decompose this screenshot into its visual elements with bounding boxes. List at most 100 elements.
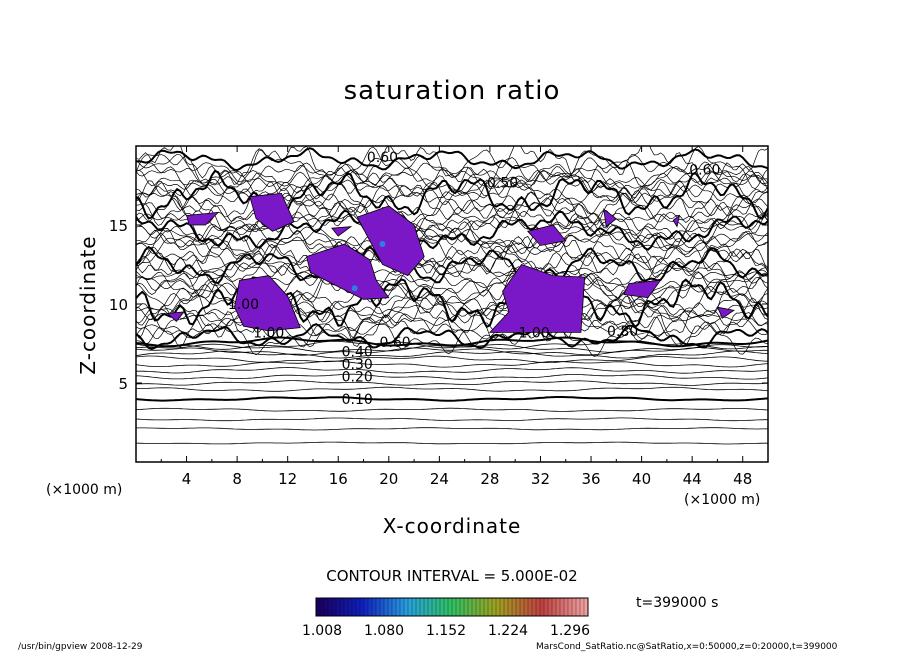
high-saturation-core <box>379 240 386 247</box>
contour-line <box>136 260 768 282</box>
contour-line <box>136 367 768 374</box>
contour-lines <box>136 146 768 445</box>
contour-line <box>136 323 768 350</box>
colorbar-segment <box>548 598 553 616</box>
colorbar-segment <box>420 598 425 616</box>
colorbar-segment <box>564 598 569 616</box>
supersaturation-region <box>166 311 185 322</box>
y-tick-label: 15 <box>109 217 128 235</box>
footer-source: MarsCond_SatRatio.nc@SatRatio,x=0:50000,… <box>536 642 838 652</box>
footer-program-date: /usr/bin/gpview 2008-12-29 <box>18 642 143 652</box>
supersaturation-region <box>623 279 662 299</box>
colorbar-segment <box>556 598 561 616</box>
colorbar-frame <box>315 597 589 617</box>
colorbar-segment <box>536 598 541 616</box>
chart-title: saturation ratio <box>343 76 561 106</box>
colorbar-segment <box>400 598 405 616</box>
contour-line <box>136 355 768 363</box>
contour-line <box>136 153 768 189</box>
colorbar-tick-label: 1.296 <box>550 623 590 639</box>
colorbar-segment <box>500 598 505 616</box>
supersaturation-region <box>234 275 301 332</box>
x-tick-label: 12 <box>278 470 297 488</box>
contour-line <box>136 312 768 357</box>
colorbar-segment <box>572 598 577 616</box>
contour-line <box>136 227 768 272</box>
colorbar-segment <box>484 598 489 616</box>
contour-line <box>136 386 768 392</box>
contour-interval-label: CONTOUR INTERVAL = 5.000E-02 <box>326 567 578 585</box>
supersaturation-region <box>603 208 617 228</box>
contour-label: 1.00 <box>253 325 284 341</box>
colorbar-segment <box>468 598 473 616</box>
contour-label: 0.20 <box>342 370 373 386</box>
colorbar-segment <box>456 598 461 616</box>
contour-line <box>136 179 768 220</box>
contour-label: 0.40 <box>342 344 373 360</box>
colorbar-segment <box>436 598 441 616</box>
contour-line <box>136 343 768 353</box>
x-tick-label: 44 <box>683 470 702 488</box>
contour-line <box>136 228 768 255</box>
contour-line <box>136 427 768 431</box>
time-label: t=399000 s <box>636 595 719 611</box>
colorbar-segment <box>396 598 401 616</box>
supersaturation-region <box>356 205 425 277</box>
y-tick-label: 5 <box>118 375 128 393</box>
x-tick-label: 24 <box>430 470 449 488</box>
colorbar-segment <box>532 598 537 616</box>
contour-label: 0.50 <box>487 175 518 191</box>
colorbar-segment <box>348 598 353 616</box>
contour-line <box>136 147 768 172</box>
supersaturation-region <box>331 226 353 237</box>
contour-label: 1.00 <box>519 325 550 341</box>
colorbar-segment <box>336 598 341 616</box>
x-tick-label: 20 <box>379 470 398 488</box>
colorbar-segment <box>316 598 321 616</box>
colorbar-segment <box>428 598 433 616</box>
supersaturation-region <box>249 192 295 232</box>
colorbar-segment <box>408 598 413 616</box>
colorbar-segment <box>540 598 545 616</box>
contour-line <box>136 162 768 189</box>
colorbar-segment <box>384 598 389 616</box>
x-tick-label: 16 <box>329 470 348 488</box>
colorbar-segment <box>360 598 365 616</box>
colorbar-segment <box>492 598 497 616</box>
colorbar-segment <box>356 598 361 616</box>
colorbar-segment <box>496 598 501 616</box>
contour-label: 0.60 <box>689 163 720 179</box>
colorbar-segment <box>352 598 357 616</box>
contour-line <box>136 380 768 386</box>
colorbar-segment <box>544 598 549 616</box>
colorbar-segment <box>472 598 477 616</box>
supersaturation-fills <box>166 192 735 333</box>
colorbar-segment <box>424 598 429 616</box>
colorbar-segment <box>448 598 453 616</box>
contour-line <box>136 197 768 233</box>
contour-labels: 0.10 0.200.300.40 0.60 1.00 1.00 1.00 0.80 0.50… <box>228 150 721 408</box>
colorbar-segment <box>452 598 457 616</box>
x-tick-label: 28 <box>480 470 499 488</box>
supersaturation-region <box>672 214 681 228</box>
contour-label: 0.60 <box>380 335 411 351</box>
contour-line <box>136 187 768 234</box>
colorbar-tick-label: 1.224 <box>488 623 528 639</box>
colorbar-segment <box>388 598 393 616</box>
contour-line <box>136 180 768 234</box>
colorbar-segment <box>584 598 589 616</box>
x-tick-label: 4 <box>182 470 192 488</box>
y-axis-ticks: 5 10 15 <box>109 217 768 393</box>
contour-line <box>136 373 768 380</box>
x-tick-label: 32 <box>531 470 550 488</box>
contour-line <box>136 289 768 339</box>
x-tick-label: 40 <box>632 470 651 488</box>
colorbar-segment <box>480 598 485 616</box>
contour-label: 0.30 <box>342 357 373 373</box>
colorbar-segment <box>368 598 373 616</box>
colorbar-segment <box>412 598 417 616</box>
colorbar-segment <box>488 598 493 616</box>
colorbar-segment <box>432 598 437 616</box>
contour-label: 0.80 <box>607 324 638 340</box>
contour-line <box>136 229 768 263</box>
